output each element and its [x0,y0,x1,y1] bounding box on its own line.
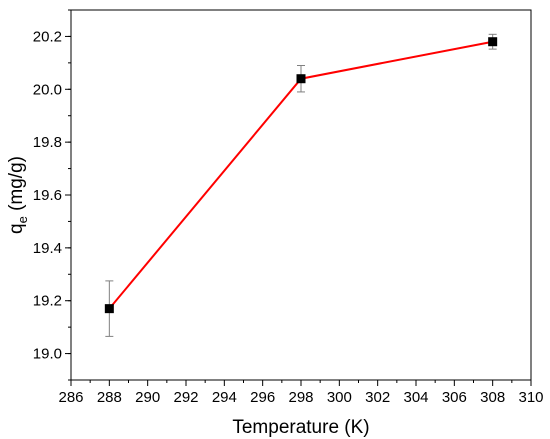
x-tick-label: 300 [327,389,352,406]
x-axis-label: Temperature (K) [232,417,369,438]
data-point [488,37,498,47]
x-tick-label: 306 [442,389,467,406]
x-tick-label: 308 [480,389,505,406]
data-point [296,74,306,84]
x-tick-label: 288 [97,389,122,406]
y-tick-label: 20.2 [33,28,62,45]
x-tick-label: 304 [403,389,428,406]
y-tick-label: 19.4 [33,240,62,257]
y-tick-label: 19.2 [33,293,62,310]
x-axis-ticks: 286 288 290 292 294 296 298 300 302 304 306 308 310 [58,380,544,406]
y-axis-label-units: (mg/g) [6,156,27,216]
y-axis-label-main: q [6,223,27,234]
y-axis-label: qe (mg/g) [6,156,30,234]
x-tick-label: 302 [365,389,390,406]
x-tick-label: 286 [58,389,83,406]
x-tick-label: 296 [250,389,275,406]
data-series [104,33,498,337]
x-tick-label: 298 [288,389,313,406]
x-tick-label: 292 [173,389,198,406]
data-point [104,304,114,314]
x-tick-label: 310 [518,389,543,406]
y-tick-label: 19.6 [33,187,62,204]
y-tick-label: 20.0 [33,81,62,98]
y-axis-ticks: 19.0 19.2 19.4 19.6 19.8 20.0 20.2 [33,9,71,381]
y-tick-label: 19.0 [33,346,62,363]
y-axis-label-subscript: e [15,216,30,223]
y-tick-label: 19.8 [33,134,62,151]
x-tick-label: 290 [135,389,160,406]
x-tick-label: 294 [212,389,237,406]
